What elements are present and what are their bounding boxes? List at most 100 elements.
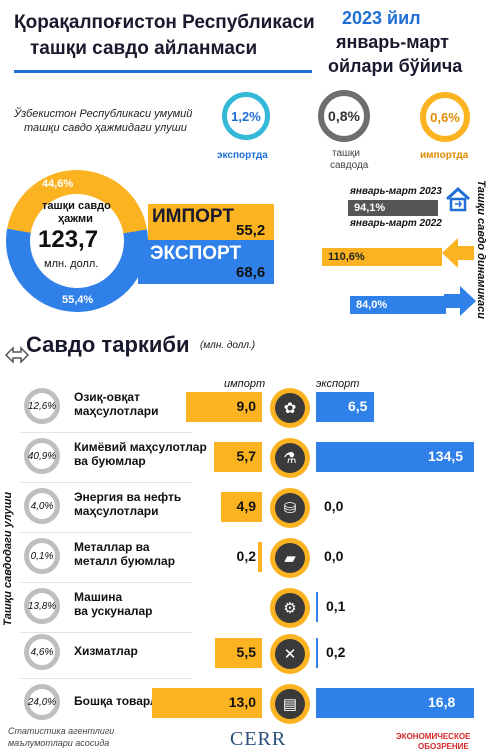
category-name: Энергия ва нефть маҳсулотлари <box>74 490 181 518</box>
export-bar <box>316 592 318 622</box>
volume-label-1: ташқи савдо <box>42 200 111 212</box>
import-value: 5,7 <box>236 448 256 464</box>
total-share-label-2: савдода <box>330 160 369 171</box>
total-dynamics-value: 94,1% <box>354 202 386 214</box>
import-share-value: 0,6% <box>430 109 460 125</box>
share-ring: 4,0% <box>24 488 60 524</box>
col-export-label: экспорт <box>316 378 360 390</box>
export-dynamics-bar: 84,0% <box>350 296 446 314</box>
oil-barrel-icon: ⛁ <box>270 488 310 528</box>
category-name: Хизматлар <box>74 644 138 658</box>
import-total-label: ИМПОРТ <box>152 206 234 227</box>
category-name-line1: Металлар ва <box>74 540 150 554</box>
import-value: 13,0 <box>228 694 256 710</box>
export-value: 0,1 <box>326 598 346 614</box>
category-name-line1: Энергия ва нефть <box>74 490 182 504</box>
category-name-line2: металл буюмлар <box>74 554 176 568</box>
export-total-bar <box>138 240 274 284</box>
row-divider <box>20 532 192 533</box>
structure-side-label: Ташқи савдодаги улуши <box>2 491 14 626</box>
export-share-value: 1,2% <box>231 108 261 124</box>
volume-unit: млн. долл. <box>44 258 99 270</box>
flask-icon: ⚗ <box>270 438 310 478</box>
structure-unit: (млн. долл.) <box>200 340 256 351</box>
export-value: 6,5 <box>348 398 368 414</box>
total-share-label-1: ташқи <box>332 148 361 159</box>
total-share-ring: 0,8% <box>318 90 370 142</box>
import-share-ring: 0,6% <box>420 92 470 142</box>
export-total-label: ЭКСПОРТ <box>150 243 242 264</box>
category-name-line1: Хизматлар <box>74 644 138 658</box>
row-divider <box>20 632 192 633</box>
share-value: 4,0% <box>30 500 54 512</box>
share-value: 40,9% <box>27 450 57 462</box>
share-ring: 13,8% <box>24 588 60 624</box>
export-value: 0,0 <box>324 548 344 564</box>
source-line1: Статистика агентлиги <box>8 726 115 736</box>
category-name: Машина ва ускуналар <box>74 590 153 618</box>
share-ring: 40,9% <box>24 438 60 474</box>
export-value: 0,0 <box>324 498 344 514</box>
share-caption-line2: ташқи савдо ҳажмидаги улуши <box>24 122 187 134</box>
import-total-value: 55,2 <box>236 222 266 239</box>
export-share-ring: 1,2% <box>222 92 270 140</box>
arrow-left-icon <box>442 236 474 270</box>
export-value: 0,2 <box>326 644 346 660</box>
wheat-icon: ✿ <box>270 388 310 428</box>
structure-title: Савдо таркиби <box>26 332 190 357</box>
category-name-line1: Озиқ-овқат <box>74 390 140 404</box>
eo-logo-line2: ОБОЗРЕНИЕ <box>418 742 469 751</box>
share-value: 4,6% <box>30 646 54 658</box>
import-total-bar <box>148 204 274 240</box>
category-name-line2: маҳсулотлари <box>74 404 159 418</box>
arrow-right-icon <box>444 284 476 318</box>
share-value: 13,8% <box>27 600 57 612</box>
import-bar <box>213 442 262 472</box>
share-value: 12,6% <box>27 400 57 412</box>
title-underline <box>14 70 312 73</box>
page-title-line1: Қорақалпоғистон Республикаси <box>14 12 315 33</box>
dynamics-label-2022: январь-март 2022 <box>350 218 442 229</box>
import-bar <box>152 688 262 718</box>
total-dynamics-bar: 94,1% <box>348 200 438 216</box>
gears-icon: ⚙ <box>270 588 310 628</box>
import-pct-label: 44,6% <box>42 178 74 190</box>
category-name: Озиқ-овқат маҳсулотлари <box>74 390 158 418</box>
eo-logo-line1: ЭКОНОМИЧЕСКОЕ <box>396 732 471 741</box>
import-value: 0,2 <box>236 548 256 564</box>
dynamics-side-label: Ташқи савдо динамикаси <box>475 180 487 319</box>
row-divider <box>20 482 192 483</box>
dynamics-label-2023: январь-март 2023 <box>350 186 442 197</box>
category-name: Металлар ва металл буюмлар <box>74 540 175 568</box>
import-share-label: импортда <box>420 150 469 161</box>
import-value: 5,5 <box>236 644 256 660</box>
export-bar <box>316 688 474 718</box>
cerr-logo: CERR <box>230 728 287 750</box>
page-title-line2: ташқи савдо айланмаси <box>30 38 258 59</box>
source-line2: маълумотлари асосида <box>8 738 110 748</box>
row-divider <box>20 432 192 433</box>
import-dynamics-bar: 110,6% <box>322 248 442 266</box>
category-name-line2: ва буюмлар <box>74 454 146 468</box>
metal-beam-icon: ▰ <box>270 538 310 578</box>
share-ring: 4,6% <box>24 634 60 670</box>
volume-label-2: ҳажми <box>58 213 93 225</box>
import-dynamics-value: 110,6% <box>328 251 365 263</box>
export-dynamics-value: 84,0% <box>356 299 388 311</box>
export-bar <box>316 442 474 472</box>
period-line1: 2023 йил <box>342 8 421 28</box>
volume-value: 123,7 <box>38 226 99 253</box>
export-pct-label: 55,4% <box>62 294 94 306</box>
export-bar <box>316 638 318 668</box>
category-name-line1: Кимёвий маҳсулотлар <box>74 440 207 454</box>
row-divider <box>20 582 192 583</box>
share-ring: 0,1% <box>24 538 60 574</box>
export-value: 16,8 <box>428 694 456 710</box>
category-name-line1: Машина <box>74 590 123 604</box>
import-value: 4,9 <box>236 498 256 514</box>
share-ring: 24,0% <box>24 684 60 720</box>
category-name-line2: маҳсулотлари <box>74 504 159 518</box>
tools-icon: ✕ <box>270 634 310 674</box>
period-line3: ойлари бўйича <box>328 56 463 76</box>
volume-donut-hole <box>30 194 124 288</box>
